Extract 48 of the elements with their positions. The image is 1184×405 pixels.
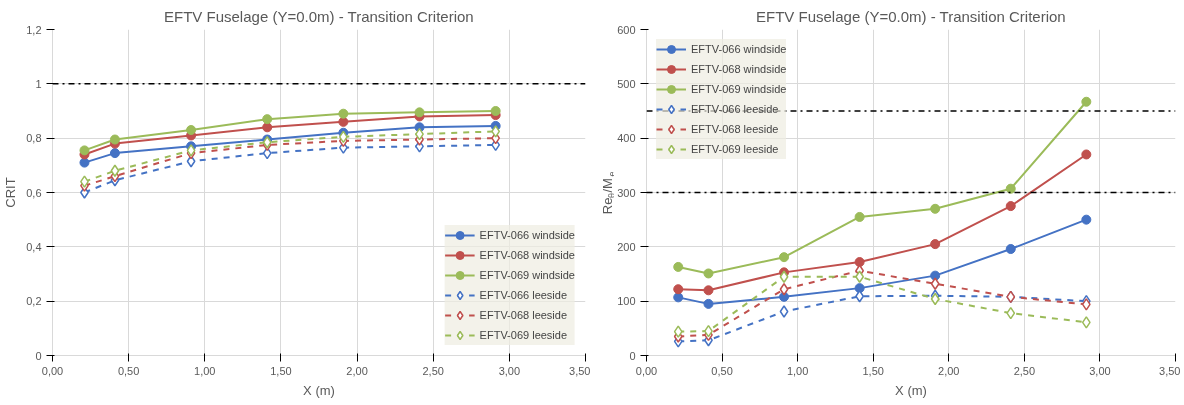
x-tick-label: 0,00	[41, 364, 64, 377]
legend-label: EFTV-069 leeside	[691, 142, 779, 157]
legend-label: EFTV-066 leeside	[691, 102, 779, 117]
y-tick-label: 0,2	[26, 295, 42, 308]
legend-label: EFTV-069 windside	[479, 268, 575, 283]
x-tick-label: 2,50	[422, 364, 444, 377]
legend-label: EFTV-068 leeside	[691, 122, 779, 137]
legend-label: EFTV-068 leeside	[479, 308, 568, 323]
chart-title: EFTV Fuselage (Y=0.0m) - Transition Criterion	[756, 7, 1066, 25]
x-tick-label: 3,00	[498, 364, 521, 377]
x-axis-title: X (m)	[895, 382, 927, 398]
legend-label: EFTV-066 leeside	[479, 288, 568, 303]
y-tick-label: 1	[35, 77, 42, 90]
legend-label: EFTV-066 windside	[691, 42, 787, 57]
legend-label: EFTV-068 windside	[479, 248, 575, 263]
y-axis-title: CRIT	[3, 177, 19, 208]
legend-label: EFTV-066 windside	[479, 228, 575, 243]
y-tick-label: 0,4	[26, 240, 42, 253]
x-tick-label: 3,00	[1089, 364, 1111, 377]
x-tick-label: 0,50	[711, 364, 733, 377]
y-tick-label: 0,8	[26, 132, 42, 145]
y-tick-label: 0,6	[26, 186, 42, 199]
y-tick-label: 500	[617, 77, 636, 90]
x-tick-label: 1,50	[862, 364, 884, 377]
legend-label: EFTV-069 leeside	[479, 328, 568, 343]
chart-title: EFTV Fuselage (Y=0.0m) - Transition Criterion	[164, 7, 474, 25]
x-tick-label: 0,00	[635, 364, 658, 377]
x-tick-label: 2,50	[1013, 364, 1036, 377]
x-tick-label: 1,00	[786, 364, 809, 377]
x-tick-label: 2,00	[346, 364, 368, 377]
x-tick-label: 3,50	[569, 364, 591, 377]
y-tick-label: 600	[617, 23, 636, 36]
x-tick-label: 1,50	[270, 364, 292, 377]
x-tick-label: 0,50	[117, 364, 140, 377]
x-tick-label: 3,50	[1159, 364, 1181, 377]
y-tick-label: 0	[35, 349, 42, 362]
y-tick-label: 1,2	[26, 23, 42, 36]
y-axis-title: Reθ/Me	[600, 171, 617, 215]
y-tick-label: 400	[617, 132, 636, 145]
y-tick-label: 100	[617, 295, 636, 308]
x-axis-title: X (m)	[303, 382, 335, 398]
x-tick-label: 1,00	[194, 364, 216, 377]
y-tick-label: 300	[617, 186, 636, 199]
legend-label: EFTV-068 windside	[691, 62, 787, 77]
x-tick-label: 2,00	[938, 364, 960, 377]
y-tick-label: 200	[617, 240, 636, 253]
legend-label: EFTV-069 windside	[691, 82, 787, 97]
y-tick-label: 0	[629, 349, 636, 362]
